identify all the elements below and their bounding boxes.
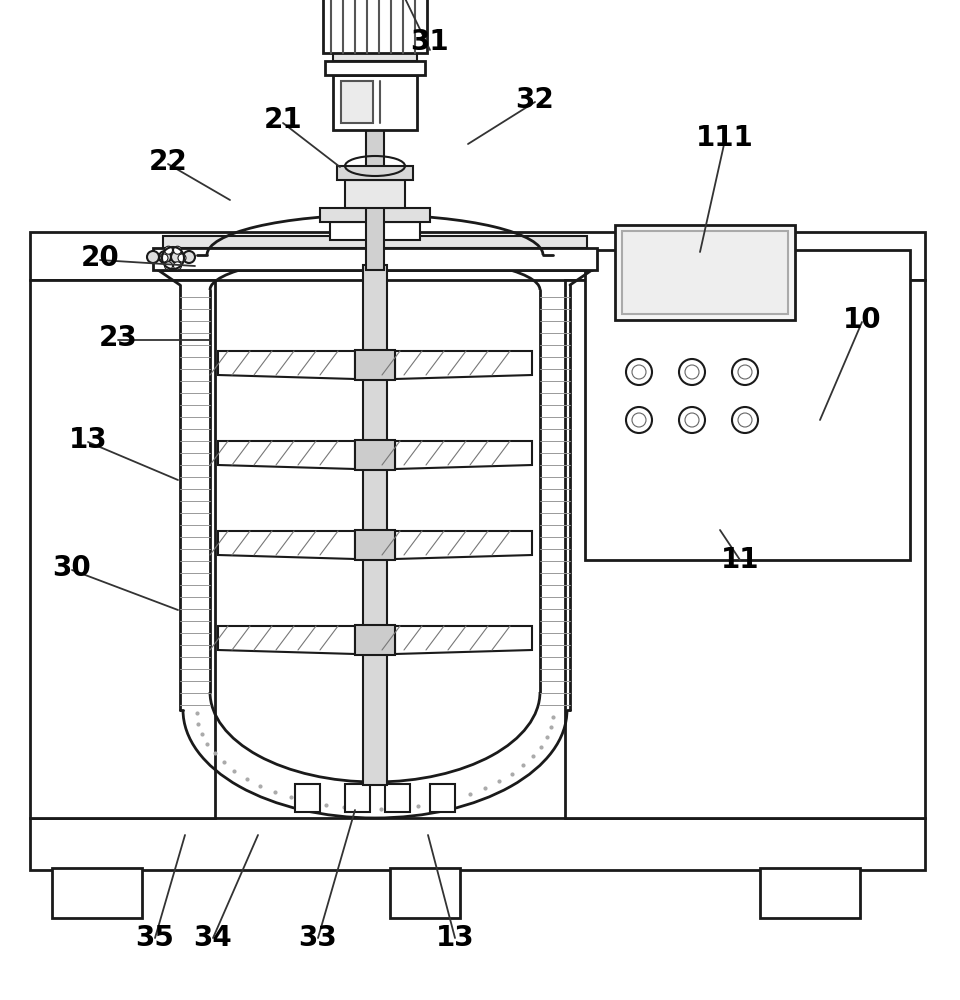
Circle shape bbox=[732, 407, 758, 433]
Bar bbox=[355, 350, 395, 380]
Circle shape bbox=[178, 254, 186, 262]
Bar bbox=[363, 265, 387, 785]
Circle shape bbox=[174, 246, 181, 254]
Circle shape bbox=[738, 365, 752, 379]
Circle shape bbox=[626, 359, 652, 385]
Text: 33: 33 bbox=[299, 924, 337, 952]
Text: 30: 30 bbox=[53, 554, 91, 582]
Bar bbox=[330, 222, 420, 240]
Polygon shape bbox=[395, 626, 532, 654]
Bar bbox=[345, 784, 370, 812]
Polygon shape bbox=[395, 351, 532, 379]
Circle shape bbox=[164, 262, 173, 270]
Circle shape bbox=[685, 413, 699, 427]
Text: 35: 35 bbox=[135, 924, 175, 952]
Circle shape bbox=[732, 359, 758, 385]
Bar bbox=[355, 530, 395, 560]
Text: 31: 31 bbox=[411, 28, 449, 56]
Circle shape bbox=[632, 413, 646, 427]
Text: 10: 10 bbox=[843, 306, 881, 334]
Bar bbox=[320, 208, 430, 222]
Bar bbox=[52, 868, 142, 918]
Text: 11: 11 bbox=[721, 546, 759, 574]
Bar bbox=[337, 166, 413, 180]
Circle shape bbox=[679, 407, 705, 433]
Bar bbox=[341, 81, 373, 123]
Bar bbox=[295, 784, 320, 812]
Bar bbox=[355, 440, 395, 470]
Polygon shape bbox=[218, 531, 355, 559]
Bar bbox=[385, 784, 410, 812]
Bar bbox=[333, 75, 417, 130]
Bar bbox=[355, 625, 395, 655]
Bar bbox=[760, 868, 860, 918]
Circle shape bbox=[738, 413, 752, 427]
Text: 13: 13 bbox=[69, 426, 108, 454]
Polygon shape bbox=[218, 441, 355, 469]
Circle shape bbox=[632, 365, 646, 379]
Circle shape bbox=[183, 251, 195, 263]
Text: 23: 23 bbox=[99, 324, 137, 352]
Bar bbox=[30, 232, 925, 280]
Circle shape bbox=[159, 251, 171, 263]
Bar bbox=[615, 225, 795, 320]
Polygon shape bbox=[218, 626, 355, 654]
Bar bbox=[163, 236, 587, 248]
Bar bbox=[390, 868, 460, 918]
Text: 21: 21 bbox=[264, 106, 302, 134]
Bar bbox=[30, 280, 215, 818]
Text: 32: 32 bbox=[516, 86, 554, 114]
Circle shape bbox=[679, 359, 705, 385]
Bar bbox=[153, 248, 597, 270]
Polygon shape bbox=[395, 441, 532, 469]
Text: 13: 13 bbox=[436, 924, 474, 952]
Circle shape bbox=[147, 251, 159, 263]
Circle shape bbox=[626, 407, 652, 433]
Bar bbox=[430, 784, 455, 812]
Text: 34: 34 bbox=[194, 924, 232, 952]
Text: 111: 111 bbox=[696, 124, 754, 152]
Text: 20: 20 bbox=[81, 244, 119, 272]
Bar bbox=[622, 231, 788, 314]
Circle shape bbox=[164, 246, 173, 254]
Bar bbox=[366, 10, 384, 270]
Bar bbox=[585, 250, 910, 560]
Circle shape bbox=[685, 365, 699, 379]
Bar bbox=[345, 180, 405, 208]
Polygon shape bbox=[218, 351, 355, 379]
Bar bbox=[30, 818, 925, 870]
Bar bbox=[565, 280, 925, 818]
Text: 22: 22 bbox=[149, 148, 187, 176]
Circle shape bbox=[171, 251, 183, 263]
Bar bbox=[323, 0, 427, 53]
Polygon shape bbox=[395, 531, 532, 559]
Circle shape bbox=[174, 262, 181, 270]
Circle shape bbox=[160, 254, 168, 262]
Bar bbox=[333, 53, 417, 61]
Bar bbox=[325, 61, 425, 75]
